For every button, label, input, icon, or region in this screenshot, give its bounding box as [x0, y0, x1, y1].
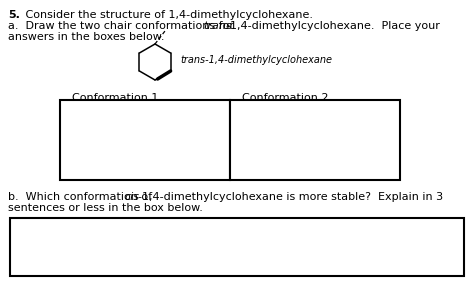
- Text: 5.: 5.: [8, 10, 20, 20]
- Text: cis: cis: [124, 192, 139, 202]
- Bar: [230, 100, 400, 180]
- Bar: [10, 218, 464, 276]
- Text: sentences or less in the box below.: sentences or less in the box below.: [8, 203, 203, 213]
- Text: answers in the boxes below.: answers in the boxes below.: [8, 32, 164, 42]
- Text: -1,4-dimethylcyclohexane.  Place your: -1,4-dimethylcyclohexane. Place your: [226, 21, 440, 31]
- Text: a.  Draw the two chair conformations for: a. Draw the two chair conformations for: [8, 21, 237, 31]
- Bar: [60, 100, 230, 180]
- Text: trans: trans: [203, 21, 232, 31]
- Text: -1,4-dimethylcyclohexane is more stable?  Explain in 3: -1,4-dimethylcyclohexane is more stable?…: [138, 192, 443, 202]
- Text: trans-1,4-dimethylcyclohexane: trans-1,4-dimethylcyclohexane: [180, 55, 332, 65]
- Text: Conformation 2: Conformation 2: [242, 93, 328, 103]
- Text: Consider the structure of 1,4-dimethylcyclohexane.: Consider the structure of 1,4-dimethylcy…: [22, 10, 313, 20]
- Text: Conformation 1: Conformation 1: [72, 93, 158, 103]
- Text: b.  Which conformation of: b. Which conformation of: [8, 192, 155, 202]
